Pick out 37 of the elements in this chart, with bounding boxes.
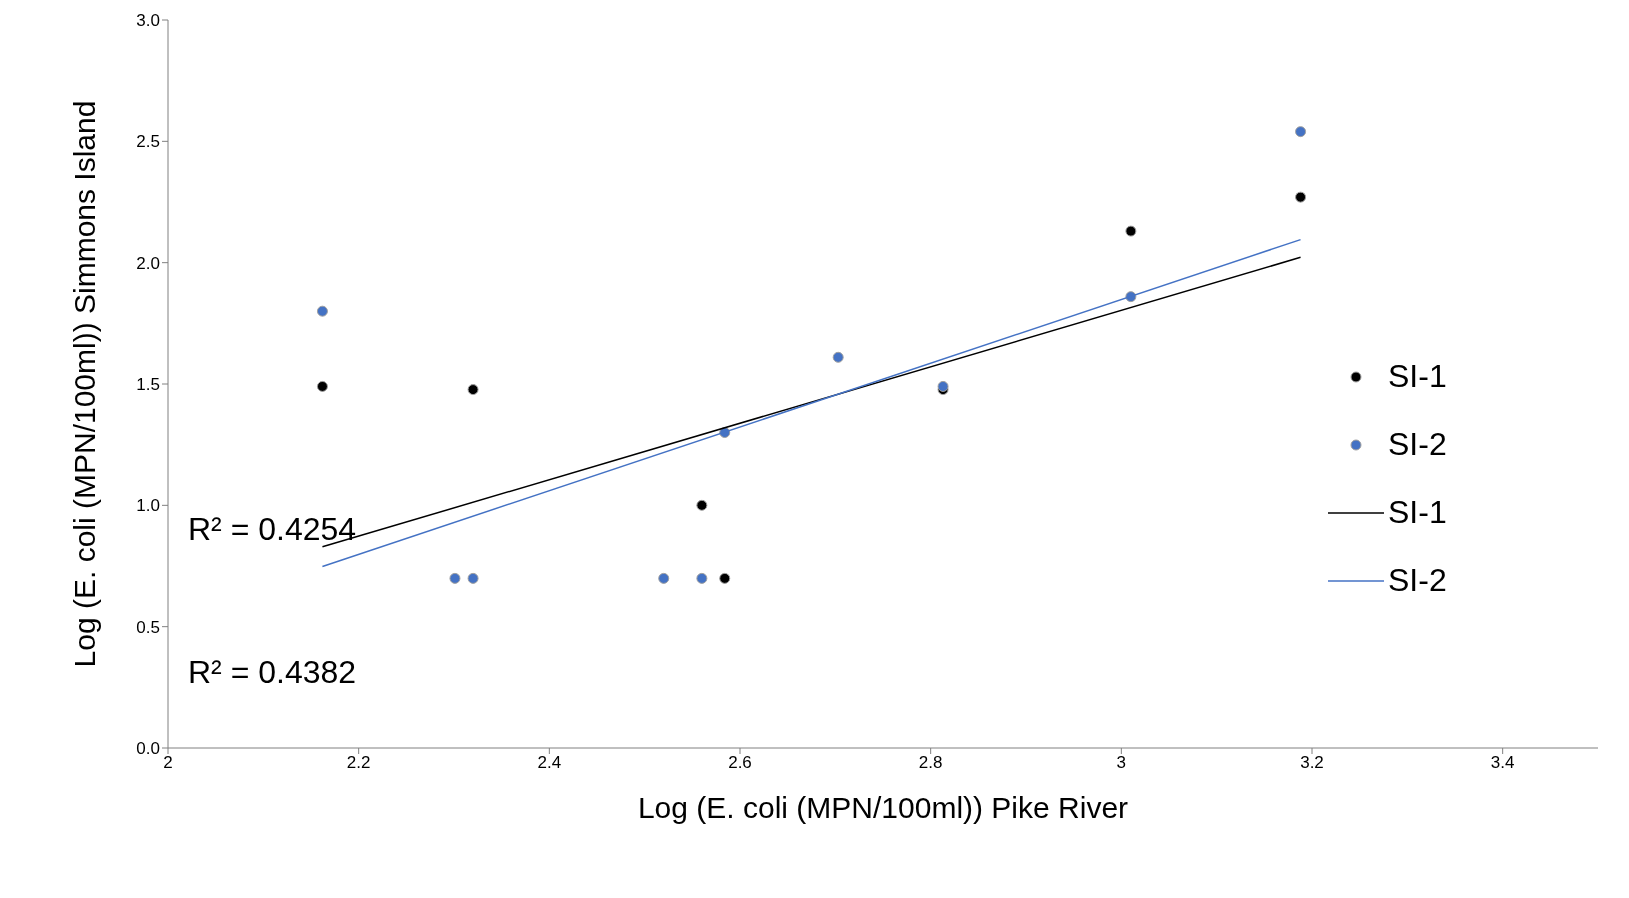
y-tick-label: 1.5	[136, 375, 160, 395]
point	[1295, 191, 1307, 203]
x-tick-label: 2	[163, 753, 173, 773]
point	[696, 572, 708, 584]
legend-label: SI-2	[1388, 426, 1447, 464]
point	[467, 384, 479, 396]
point	[696, 499, 708, 511]
y-tick-label: 2.5	[136, 132, 160, 152]
annotation: R² = 0.4254	[188, 510, 357, 548]
y-tick-label: 3.0	[136, 11, 160, 31]
x-tick-label: 3.2	[1300, 753, 1324, 773]
point	[658, 572, 670, 584]
y-tick-label: 1.0	[136, 496, 160, 516]
point	[449, 572, 461, 584]
x-tick-label: 3.4	[1490, 753, 1515, 773]
point	[937, 380, 949, 392]
point	[316, 380, 328, 392]
point	[719, 572, 731, 584]
point	[832, 351, 844, 363]
y-tick-label: 2.0	[136, 253, 160, 273]
point	[1295, 126, 1307, 138]
y-tick-label: 0.0	[136, 739, 160, 759]
legend-label: SI-1	[1388, 494, 1447, 532]
legend-label: SI-2	[1388, 562, 1447, 600]
x-axis-title: Log (E. coli (MPN/100ml)) Pike River	[637, 791, 1129, 824]
x-tick-label: 2.6	[728, 753, 752, 773]
y-axis-title: Log (E. coli (MPN/100ml)) Simmons Island	[67, 100, 101, 668]
annotation: R² = 0.4382	[188, 654, 357, 692]
x-tick-label: 2.8	[918, 753, 943, 773]
x-tick-label: 2.2	[346, 753, 371, 773]
legend-label: SI-1	[1388, 358, 1447, 396]
x-tick-label: 3	[1116, 753, 1127, 773]
point	[467, 572, 479, 584]
point	[316, 305, 328, 317]
y-tick-label: 0.5	[136, 617, 160, 637]
x-tick-label: 2.4	[537, 753, 562, 773]
point	[1125, 225, 1137, 237]
